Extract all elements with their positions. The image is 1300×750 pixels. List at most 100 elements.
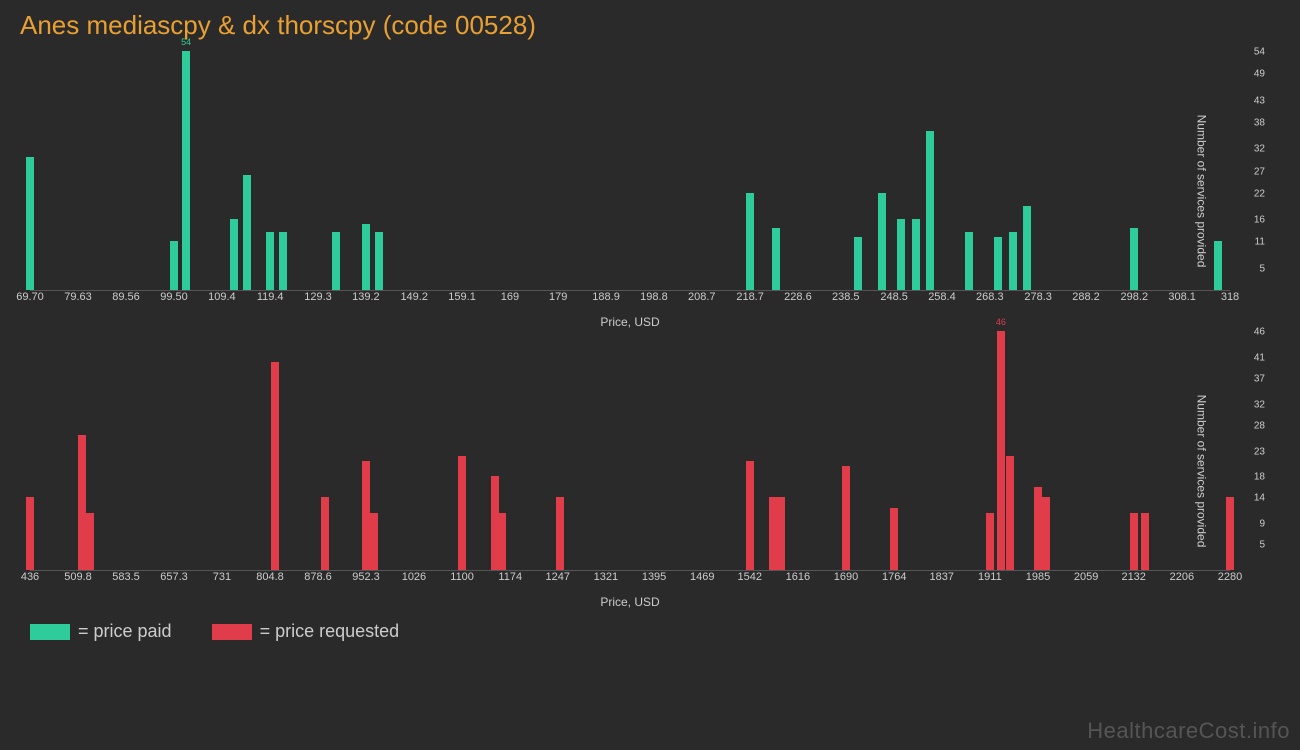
x-tick: 731 xyxy=(213,571,231,583)
y-tick: 14 xyxy=(1254,493,1265,504)
bar xyxy=(1034,487,1042,570)
x-tick: 119.4 xyxy=(257,291,284,303)
chart-price-requested: 46 436509.8583.5657.3731804.8878.6952.31… xyxy=(30,331,1230,611)
x-tick: 278.3 xyxy=(1024,291,1052,303)
x-tick: 99.50 xyxy=(160,291,188,303)
y-tick: 11 xyxy=(1255,237,1265,248)
y-tick: 43 xyxy=(1254,95,1265,106)
x-tick: 198.8 xyxy=(640,291,668,303)
y-tick: 28 xyxy=(1254,420,1265,431)
y-axis-label-top: Number of services provided xyxy=(1195,115,1209,268)
x-tick: 218.7 xyxy=(736,291,764,303)
x-tick: 1247 xyxy=(546,571,570,583)
bar xyxy=(78,435,86,570)
x-tick: 1542 xyxy=(737,571,761,583)
chart-price-paid: 54 69.7079.6389.5699.50109.4119.4129.313… xyxy=(30,51,1230,331)
x-tick: 149.2 xyxy=(400,291,428,303)
x-ticks-top: 69.7079.6389.5699.50109.4119.4129.3139.2… xyxy=(30,291,1230,311)
bar xyxy=(556,497,564,570)
bar xyxy=(362,224,370,290)
bar xyxy=(1006,456,1014,570)
bar xyxy=(86,513,94,570)
x-tick: 179 xyxy=(549,291,567,303)
bar xyxy=(243,175,251,290)
x-tick: 804.8 xyxy=(256,571,284,583)
y-tick: 5 xyxy=(1259,263,1265,274)
x-tick: 139.2 xyxy=(352,291,380,303)
x-tick: 1690 xyxy=(834,571,858,583)
y-tick: 27 xyxy=(1254,166,1265,177)
bar xyxy=(491,476,499,570)
x-tick: 298.2 xyxy=(1121,291,1149,303)
y-tick: 41 xyxy=(1254,352,1265,363)
legend-swatch-requested xyxy=(212,624,252,640)
x-tick: 1837 xyxy=(929,571,953,583)
y-tick: 18 xyxy=(1254,472,1265,483)
bar xyxy=(965,232,973,290)
x-tick: 268.3 xyxy=(976,291,1004,303)
x-tick: 169 xyxy=(501,291,519,303)
bar xyxy=(994,237,1002,290)
y-tick: 49 xyxy=(1254,69,1265,80)
bar xyxy=(26,157,34,290)
x-tick: 952.3 xyxy=(352,571,380,583)
chart-container: Anes mediascpy & dx thorscpy (code 00528… xyxy=(0,0,1300,750)
bar xyxy=(1226,497,1234,570)
bar-value-label: 46 xyxy=(986,317,1016,327)
bar xyxy=(458,456,466,570)
bar xyxy=(912,219,920,290)
watermark: HealthcareCost.info xyxy=(1087,718,1290,744)
y-ticks-bottom: 591418232832374146 xyxy=(1235,331,1265,571)
y-tick: 16 xyxy=(1254,215,1265,226)
page-title: Anes mediascpy & dx thorscpy (code 00528… xyxy=(20,10,1280,41)
bar xyxy=(746,461,754,570)
x-tick: 1174 xyxy=(498,571,522,583)
x-tick: 1985 xyxy=(1026,571,1050,583)
bar xyxy=(926,131,934,290)
y-tick: 54 xyxy=(1254,47,1265,58)
y-tick: 32 xyxy=(1254,144,1265,155)
y-tick: 23 xyxy=(1254,446,1265,457)
x-tick: 1026 xyxy=(402,571,426,583)
x-ticks-bottom: 436509.8583.5657.3731804.8878.6952.31026… xyxy=(30,571,1230,591)
x-tick: 208.7 xyxy=(688,291,716,303)
x-tick: 2132 xyxy=(1121,571,1145,583)
y-tick: 32 xyxy=(1254,399,1265,410)
bar xyxy=(230,219,238,290)
x-tick: 1911 xyxy=(978,571,1002,583)
y-tick: 9 xyxy=(1259,519,1265,530)
x-tick: 188.9 xyxy=(592,291,620,303)
bar xyxy=(321,497,329,570)
bar xyxy=(498,513,506,570)
legend-swatch-paid xyxy=(30,624,70,640)
bar xyxy=(170,241,178,290)
x-tick: 878.6 xyxy=(304,571,332,583)
x-tick: 288.2 xyxy=(1072,291,1100,303)
bar: 54 xyxy=(182,51,190,290)
x-tick: 109.4 xyxy=(208,291,236,303)
x-tick: 2280 xyxy=(1218,571,1242,583)
plot-area-bottom: 46 xyxy=(30,331,1230,571)
plot-area-top: 54 xyxy=(30,51,1230,291)
bar xyxy=(279,232,287,290)
x-tick: 1100 xyxy=(450,571,474,583)
bar xyxy=(1009,232,1017,290)
charts-wrap: 54 69.7079.6389.5699.50109.4119.4129.313… xyxy=(20,51,1280,740)
bar xyxy=(370,513,378,570)
x-tick: 657.3 xyxy=(160,571,188,583)
x-tick: 129.3 xyxy=(304,291,332,303)
bar xyxy=(777,497,785,570)
x-axis-label-bottom: Price, USD xyxy=(600,595,659,609)
bar xyxy=(271,362,279,570)
y-tick: 22 xyxy=(1254,188,1265,199)
bar xyxy=(890,508,898,570)
bar xyxy=(1023,206,1031,290)
x-tick: 2206 xyxy=(1170,571,1194,583)
bar xyxy=(1042,497,1050,570)
legend-item-requested: = price requested xyxy=(212,621,400,642)
x-tick: 436 xyxy=(21,571,39,583)
x-tick: 238.5 xyxy=(832,291,860,303)
x-tick: 1764 xyxy=(882,571,906,583)
bar xyxy=(842,466,850,570)
bar xyxy=(1141,513,1149,570)
